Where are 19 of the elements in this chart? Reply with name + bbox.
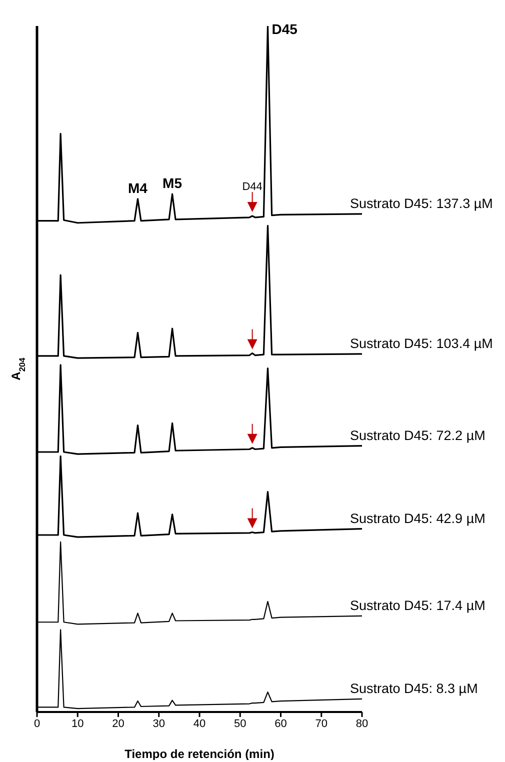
x-tick-label: 40	[193, 718, 206, 730]
series-label: Sustrato D45: 137.3 µM	[350, 196, 493, 211]
series-label: Sustrato D45: 42.9 µM	[350, 510, 486, 526]
annotation: D44	[242, 181, 262, 194]
series-label: Sustrato D45: 8.3 µM	[350, 680, 478, 696]
x-tick-label: 30	[152, 718, 165, 730]
annotation: M4	[128, 180, 148, 196]
x-tick-label: 80	[356, 718, 368, 730]
series-label: Sustrato D45: 17.4 µM	[350, 598, 486, 613]
annotation: D45	[272, 21, 298, 37]
x-tick-label: 60	[274, 718, 287, 730]
x-tick-label: 70	[315, 718, 328, 730]
x-tick-label: 0	[34, 718, 40, 730]
x-tick-label: 10	[72, 718, 84, 730]
x-tick-label: 20	[112, 718, 124, 730]
series-label: Sustrato D45: 72.2 µM	[350, 428, 486, 443]
series-label: Sustrato D45: 103.4 µM	[350, 336, 493, 351]
x-tick-label: 50	[234, 718, 246, 730]
annotation: M5	[162, 175, 182, 192]
